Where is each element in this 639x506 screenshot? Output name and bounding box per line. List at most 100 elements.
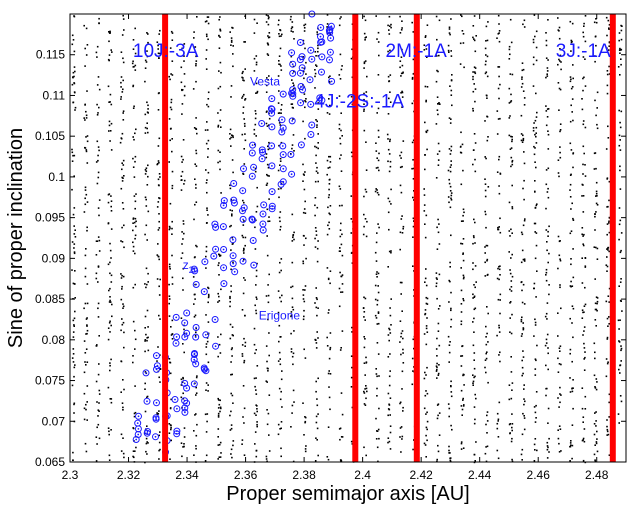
background-point [607, 19, 610, 22]
background-point [97, 307, 99, 310]
background-point [548, 437, 550, 440]
family-point-dot [155, 418, 158, 421]
background-point [86, 361, 89, 363]
background-point [437, 414, 439, 417]
x-tick-label: 2.44 [468, 468, 492, 482]
background-point [498, 185, 500, 187]
background-point [472, 293, 474, 296]
background-point [545, 312, 548, 315]
background-point [365, 36, 367, 38]
background-point [523, 19, 526, 22]
background-point [570, 50, 572, 52]
background-point [265, 184, 268, 186]
background-point [547, 187, 549, 190]
background-point [363, 390, 365, 393]
background-point [509, 302, 511, 304]
background-point [72, 331, 75, 333]
background-point [195, 244, 197, 247]
background-point [570, 258, 572, 260]
background-point [411, 383, 414, 386]
background-point [181, 103, 184, 105]
background-point [436, 417, 439, 420]
background-point [97, 415, 99, 417]
background-point [496, 171, 499, 173]
background-point [462, 208, 465, 211]
background-point [486, 39, 489, 42]
background-point [388, 97, 390, 100]
background-point [145, 442, 148, 445]
background-point [244, 68, 246, 70]
background-point [207, 22, 210, 25]
resonance-label: 3J:-1A [556, 41, 611, 62]
background-point [547, 347, 549, 349]
background-point [120, 298, 123, 301]
background-point [181, 179, 183, 181]
background-point [341, 135, 343, 137]
background-point [557, 371, 560, 373]
background-point [522, 224, 525, 227]
background-point [146, 55, 149, 58]
background-point [205, 68, 208, 70]
background-point [123, 456, 125, 459]
background-point [327, 196, 330, 199]
background-point [365, 356, 367, 359]
background-point [546, 73, 548, 75]
background-point [536, 111, 538, 114]
background-point [302, 42, 305, 45]
background-point [438, 54, 440, 57]
background-point [546, 457, 549, 459]
background-point [315, 230, 318, 232]
background-point [315, 162, 317, 164]
background-point [157, 413, 160, 415]
family-point-ring [190, 380, 198, 388]
background-point [387, 414, 389, 417]
background-point [291, 297, 294, 300]
background-point [267, 17, 270, 20]
background-point [97, 302, 100, 305]
background-point [535, 244, 538, 247]
background-point [341, 283, 344, 285]
background-point [205, 353, 208, 356]
background-point [571, 98, 574, 100]
background-point [584, 356, 586, 359]
background-point [277, 169, 280, 172]
background-point [607, 249, 609, 251]
background-point [169, 361, 172, 364]
background-point [547, 167, 550, 170]
background-point [535, 232, 538, 234]
background-point [205, 49, 208, 51]
background-point [196, 423, 198, 426]
background-point [572, 217, 574, 220]
background-point [510, 228, 512, 231]
background-point [389, 332, 392, 334]
background-point [460, 267, 462, 269]
background-point [596, 450, 599, 453]
background-point [110, 49, 112, 51]
background-point [341, 413, 344, 416]
background-point [511, 138, 513, 141]
family-point-ring [258, 155, 266, 163]
background-point [534, 421, 537, 423]
background-point [265, 380, 268, 382]
family-point-dot [291, 88, 294, 91]
background-point [98, 402, 100, 404]
background-point [511, 253, 513, 256]
background-point [243, 118, 245, 120]
background-point [424, 85, 427, 88]
background-point [98, 239, 101, 242]
background-point [218, 295, 220, 298]
background-point [435, 177, 438, 179]
background-point [266, 163, 269, 166]
background-point [217, 149, 220, 152]
background-point [120, 360, 123, 363]
background-point [472, 374, 474, 376]
background-point [134, 237, 136, 240]
background-point [170, 101, 173, 104]
background-point [389, 431, 392, 434]
background-point [389, 425, 392, 427]
background-point [314, 237, 316, 240]
background-point [607, 247, 609, 249]
background-point [243, 337, 245, 340]
resonance-label: 10J:-3A [133, 41, 199, 62]
